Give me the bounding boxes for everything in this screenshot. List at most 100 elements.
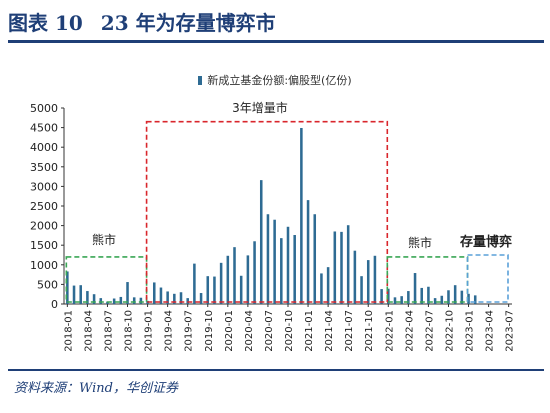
bar <box>280 238 283 304</box>
x-tick-label: 2019-04 <box>164 310 175 352</box>
bar <box>333 231 337 304</box>
bar <box>226 255 230 304</box>
bar <box>66 271 69 304</box>
x-tick-label: 2021-01 <box>304 310 315 352</box>
bar <box>199 293 203 304</box>
x-tick-label: 2022-07 <box>424 310 435 352</box>
annotation-label: 3年增量市 <box>232 100 288 115</box>
annotation-label: 熊市 <box>408 235 432 250</box>
y-tick-label: 0 <box>51 298 58 311</box>
bar <box>447 290 450 304</box>
bar <box>159 287 163 304</box>
bar <box>152 282 156 304</box>
bar <box>112 298 116 304</box>
bar <box>259 180 263 304</box>
bar <box>440 295 444 304</box>
figure-title: 23 年为存量博弈市 <box>100 10 276 35</box>
bar <box>186 298 189 304</box>
bar <box>373 255 377 304</box>
chart-legend: 新成立基金份额:偏股型(亿份) <box>0 72 550 88</box>
bar <box>320 273 323 304</box>
bar <box>233 247 236 304</box>
x-tick-label: 2023-04 <box>485 310 496 352</box>
bar <box>126 282 129 304</box>
bar <box>313 214 317 304</box>
bar <box>340 231 343 304</box>
bar <box>427 286 430 304</box>
x-tick-label: 2022-04 <box>404 310 415 352</box>
y-tick-label: 1000 <box>30 259 58 272</box>
bar <box>467 293 470 304</box>
y-tick-label: 2000 <box>30 220 58 233</box>
legend-swatch <box>198 75 203 85</box>
bar <box>219 262 223 304</box>
bar <box>326 267 330 304</box>
bar <box>99 298 103 304</box>
bar <box>393 297 397 304</box>
bar <box>179 292 183 304</box>
source-note: 资料来源：Wind，华创证券 <box>14 381 178 396</box>
x-tick-label: 2018-10 <box>124 310 135 352</box>
bar-chart: 0 500 1000 1500 2000 2500 3000 3500 4000 4500 5000… <box>30 100 516 352</box>
bar <box>86 291 89 304</box>
x-tick-label: 2020-04 <box>244 310 255 352</box>
x-tick-label: 2021-04 <box>324 310 335 352</box>
annotation-label: 存量博弈 <box>460 234 512 250</box>
bar <box>460 290 464 304</box>
bar <box>453 285 457 304</box>
y-tick-label: 2500 <box>30 200 58 213</box>
bar <box>433 298 437 304</box>
bar <box>366 260 370 304</box>
bar <box>173 293 176 304</box>
bar <box>387 288 390 304</box>
y-tick-label: 1500 <box>30 239 58 252</box>
bar <box>253 241 256 304</box>
bar <box>79 285 82 304</box>
bar <box>72 285 76 304</box>
y-tick-label: 500 <box>37 278 58 291</box>
bar <box>346 225 350 304</box>
y-tick-label: 4000 <box>30 141 58 154</box>
bar <box>306 200 310 304</box>
bar <box>92 294 96 304</box>
x-tick-label: 2020-07 <box>264 310 275 352</box>
bar <box>380 289 383 304</box>
legend-label: 新成立基金份额:偏股型(亿份) <box>207 74 352 87</box>
bar <box>286 226 290 304</box>
y-tick-label: 4500 <box>30 122 58 135</box>
x-tick-label: 2023-01 <box>465 310 476 352</box>
bar <box>166 291 169 304</box>
annotation-label: 熊市 <box>92 232 116 247</box>
bar <box>407 291 410 304</box>
y-tick-label: 3000 <box>30 180 58 193</box>
bar <box>420 287 424 304</box>
bar <box>273 219 276 304</box>
x-tick-label: 2019-01 <box>144 310 155 352</box>
x-tick-label: 2019-10 <box>204 310 215 352</box>
x-tick-label: 2020-01 <box>224 310 235 352</box>
bar <box>132 297 136 304</box>
bar <box>413 273 417 304</box>
y-tick-label: 3500 <box>30 161 58 174</box>
footer-divider <box>8 369 544 371</box>
annotation-box <box>65 256 148 303</box>
bar <box>353 250 357 304</box>
annotation-box <box>386 256 469 303</box>
bar <box>193 263 196 304</box>
x-tick-label: 2018-07 <box>103 310 114 352</box>
x-tick-label: 2018-01 <box>63 310 74 352</box>
y-tick-label: 5000 <box>30 102 58 115</box>
bar <box>266 214 270 304</box>
bar <box>119 296 123 304</box>
bar <box>139 297 143 304</box>
x-tick-label: 2021-10 <box>364 310 375 352</box>
bar <box>239 275 243 304</box>
bar <box>246 255 250 304</box>
bar <box>206 276 210 304</box>
bar <box>473 295 477 304</box>
bar <box>213 276 216 304</box>
figure-label: 图表 10 <box>8 10 83 35</box>
x-tick-label: 2021-07 <box>344 310 355 352</box>
bar <box>360 276 363 304</box>
